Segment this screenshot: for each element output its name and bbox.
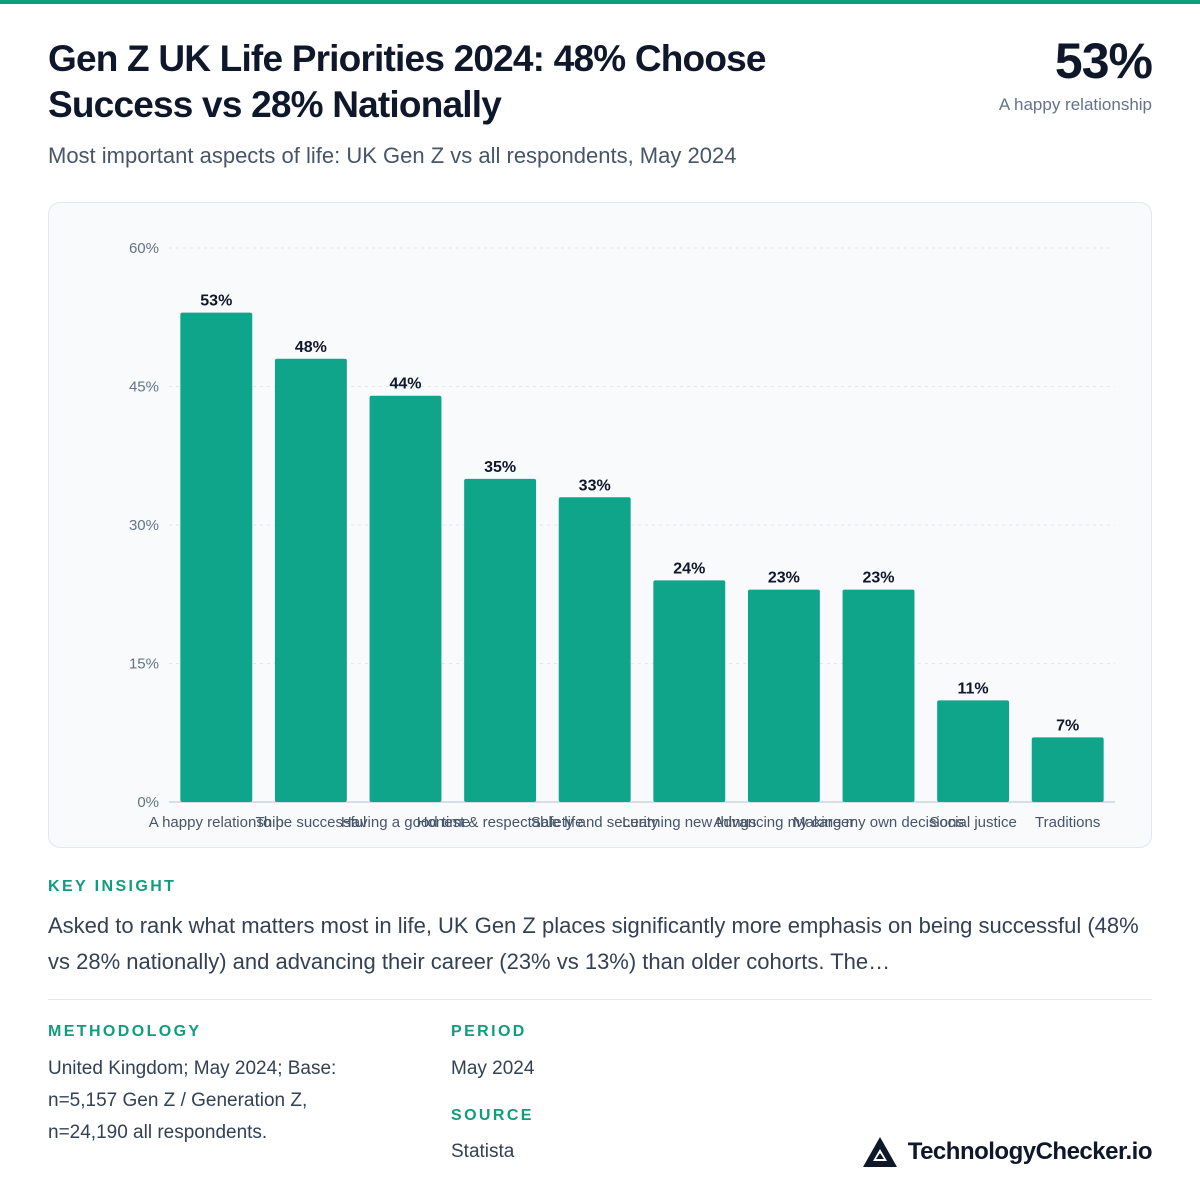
methodology-text: United Kingdom; May 2024; Base: n=5,157 …: [48, 1053, 408, 1149]
bar-value-label: 24%: [673, 560, 705, 577]
chart-card: 0% 15% 30% 45% 60% 53% A happy relationship 48%…: [48, 202, 1152, 848]
x-tick-label: Learning new things: [622, 814, 756, 831]
y-tick-label: 30%: [129, 517, 159, 534]
insight-text: Asked to rank what matters most in life,…: [48, 913, 1139, 974]
methodology-line: United Kingdom; May 2024; Base:: [48, 1058, 337, 1079]
bar: [369, 395, 442, 802]
source-label: SOURCE: [451, 1107, 534, 1124]
page-title: Gen Z UK Life Priorities 2024: 48% Choos…: [48, 38, 767, 125]
bar-value-label: 48%: [295, 339, 327, 356]
y-tick-label: 15%: [129, 656, 159, 673]
bar: [274, 358, 347, 802]
bar: [558, 497, 631, 802]
bar-chart: 0% 15% 30% 45% 60% 53% A happy relationship 48%…: [129, 240, 1115, 831]
x-tick-label: Honest & respectable life: [417, 814, 584, 831]
section-divider: [48, 999, 1152, 1000]
bar: [180, 312, 253, 802]
methodology-line: n=5,157 Gen Z / Generation Z,: [48, 1090, 308, 1111]
bar: [747, 589, 820, 802]
bar-value-label: 35%: [484, 459, 516, 476]
x-tick-label: To be successful: [255, 814, 366, 831]
x-tick-label: Having a good time: [341, 814, 470, 831]
bar: [842, 589, 915, 802]
methodology-label: METHODOLOGY: [48, 1023, 202, 1040]
y-tick-label: 60%: [129, 240, 159, 257]
bar-value-label: 7%: [1056, 717, 1079, 734]
x-tick-label: Safety and security: [531, 814, 659, 831]
brand-triangle-icon: [862, 1137, 897, 1167]
bar-value-label: 23%: [768, 570, 800, 587]
insight-label: KEY INSIGHT: [48, 878, 177, 895]
period-value: May 2024: [451, 1058, 535, 1079]
bar: [653, 580, 726, 802]
x-tick-label: A happy relationship: [149, 814, 284, 831]
x-tick-label: Traditions: [1035, 814, 1100, 831]
bar-value-label: 33%: [579, 477, 611, 494]
bar: [937, 700, 1010, 802]
top-accent-bar: [0, 0, 1200, 4]
brand-name: TechnologyChecker.io: [907, 1138, 1153, 1165]
bar-value-label: 53%: [200, 293, 232, 310]
x-tick-label: Social justice: [929, 814, 1017, 831]
highlight-stat: 53% A happy relationship: [998, 32, 1153, 116]
bar: [464, 478, 537, 802]
highlight-stat-label: A happy relationship: [998, 95, 1152, 114]
x-tick-label: Advancing my career: [713, 814, 854, 831]
bar-value-label: 23%: [862, 570, 894, 587]
brand-logo: TechnologyChecker.io: [862, 1136, 1153, 1168]
page-subtitle: Most important aspects of life: UK Gen Z…: [48, 143, 737, 168]
highlight-stat-value: 53%: [1054, 33, 1153, 89]
bar-value-label: 11%: [958, 680, 989, 697]
methodology-line: n=24,190 all respondents.: [48, 1122, 268, 1143]
y-tick-label: 45%: [129, 379, 159, 396]
bar: [1031, 737, 1104, 802]
period-label: PERIOD: [451, 1023, 527, 1040]
y-tick-label: 0%: [137, 794, 159, 811]
x-tick-label: Making my own decisions: [793, 814, 964, 831]
source-value: Statista: [451, 1141, 515, 1162]
bar-value-label: 44%: [389, 376, 421, 393]
